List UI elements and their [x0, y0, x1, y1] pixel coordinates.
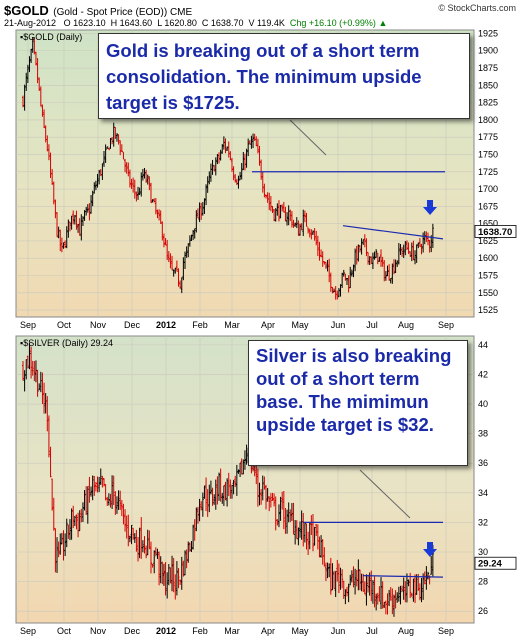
silver-x-tick-label: Mar	[224, 626, 240, 636]
gold-x-tick-label: Apr	[261, 320, 275, 330]
quote-volume: V 119.4K	[248, 18, 285, 28]
gold-x-tick-label: Dec	[124, 320, 141, 330]
silver-x-tick-label: 2012	[156, 626, 176, 636]
gold-y-tick-label: 1625	[478, 236, 498, 246]
gold-y-tick-label: 1875	[478, 63, 498, 73]
silver-x-tick-label: Jun	[331, 626, 346, 636]
silver-y-tick-label: 36	[478, 458, 488, 468]
silver-y-tick-label: 32	[478, 517, 488, 527]
gold-callout: Gold is breaking out of a short term con…	[98, 33, 470, 119]
gold-y-tick-label: 1525	[478, 305, 498, 315]
gold-y-tick-label: 1900	[478, 46, 498, 56]
gold-y-tick-label: 1550	[478, 288, 498, 298]
change-up-arrow-icon: ▲	[378, 18, 388, 28]
gold-x-tick-label: Jun	[331, 320, 346, 330]
gold-x-tick-label: Sep	[438, 320, 454, 330]
gold-y-tick-label: 1650	[478, 219, 498, 229]
symbol-title: $GOLD	[4, 3, 49, 18]
source-credit: © StockCharts.com	[438, 3, 516, 13]
gold-y-tick-label: 1725	[478, 167, 498, 177]
silver-callout-pointer	[359, 469, 411, 519]
silver-x-tick-label: Apr	[261, 626, 275, 636]
silver-y-tick-label: 34	[478, 488, 488, 498]
quote-change: Chg +16.10 (+0.99%)	[289, 18, 376, 28]
gold-y-tick-label: 1675	[478, 201, 498, 211]
symbol-description: (Gold - Spot Price (EOD)) CME	[53, 7, 193, 18]
silver-y-tick-label: 44	[478, 340, 488, 350]
gold-y-tick-label: 1925	[478, 28, 498, 38]
gold-x-tick-label: Mar	[224, 320, 240, 330]
quote-close: C 1638.70	[201, 18, 244, 28]
silver-y-tick-label: 28	[478, 577, 488, 587]
gold-callout-pointer	[289, 119, 327, 156]
silver-breakout-arrow-icon	[423, 542, 437, 557]
silver-x-tick-label: Oct	[57, 626, 72, 636]
gold-y-tick-label: 1800	[478, 115, 498, 125]
gold-y-tick-label: 1750	[478, 149, 498, 159]
gold-y-tick-label: 1600	[478, 253, 498, 263]
gold-last-value-box	[474, 225, 517, 238]
gold-x-tick-label: Jul	[366, 320, 378, 330]
gold-panel-legend: ▪$GOLD (Daily)	[20, 32, 82, 42]
gold-y-tick-label: 1850	[478, 80, 498, 90]
silver-y-tick-label: 38	[478, 429, 488, 439]
silver-y-tick-label: 42	[478, 369, 488, 379]
quote-high: H 1643.60	[110, 18, 153, 28]
silver-last-value-label: 29.24	[478, 559, 502, 570]
gold-x-tick-label: Sep	[20, 320, 36, 330]
silver-x-tick-label: Nov	[90, 626, 107, 636]
silver-x-tick-label: Feb	[192, 626, 208, 636]
gold-resistance-line	[342, 225, 444, 240]
silver-y-tick-label: 30	[478, 547, 488, 557]
silver-y-tick-label: 26	[478, 606, 488, 616]
silver-last-value-box	[474, 556, 517, 570]
silver-x-tick-label: Sep	[438, 626, 454, 636]
quote-low: L 1620.80	[157, 18, 197, 28]
gold-x-tick-label: Nov	[90, 320, 107, 330]
silver-callout: Silver is also breaking out of a short t…	[248, 340, 468, 466]
silver-x-tick-label: Sep	[20, 626, 36, 636]
gold-y-tick-label: 1575	[478, 271, 498, 281]
gold-breakout-arrow-icon	[423, 200, 437, 215]
gold-y-tick-label: 1775	[478, 132, 498, 142]
gold-x-tick-label: Oct	[57, 320, 72, 330]
silver-x-tick-label: Aug	[398, 626, 414, 636]
silver-x-tick-label: Jul	[366, 626, 378, 636]
chart-header: $GOLD (Gold - Spot Price (EOD)) CME	[4, 2, 192, 20]
silver-panel-legend: ▪$SILVER (Daily) 29.24	[20, 338, 113, 348]
quote-date: 21-Aug-2012	[4, 18, 57, 28]
gold-y-tick-label: 1700	[478, 184, 498, 194]
gold-x-tick-label: 2012	[156, 320, 176, 330]
quote-line: 21-Aug-2012 O 1623.10 H 1643.60 L 1620.8…	[4, 18, 387, 28]
silver-x-tick-label: May	[291, 626, 309, 636]
gold-x-tick-label: Feb	[192, 320, 208, 330]
gold-x-tick-label: Aug	[398, 320, 414, 330]
gold-x-tick-label: May	[291, 320, 309, 330]
quote-open: O 1623.10	[63, 18, 106, 28]
silver-resistance-line	[362, 575, 444, 578]
silver-y-tick-label: 40	[478, 399, 488, 409]
gold-last-value-label: 1638.70	[478, 227, 512, 238]
silver-x-tick-label: Dec	[124, 626, 141, 636]
gold-y-tick-label: 1825	[478, 98, 498, 108]
